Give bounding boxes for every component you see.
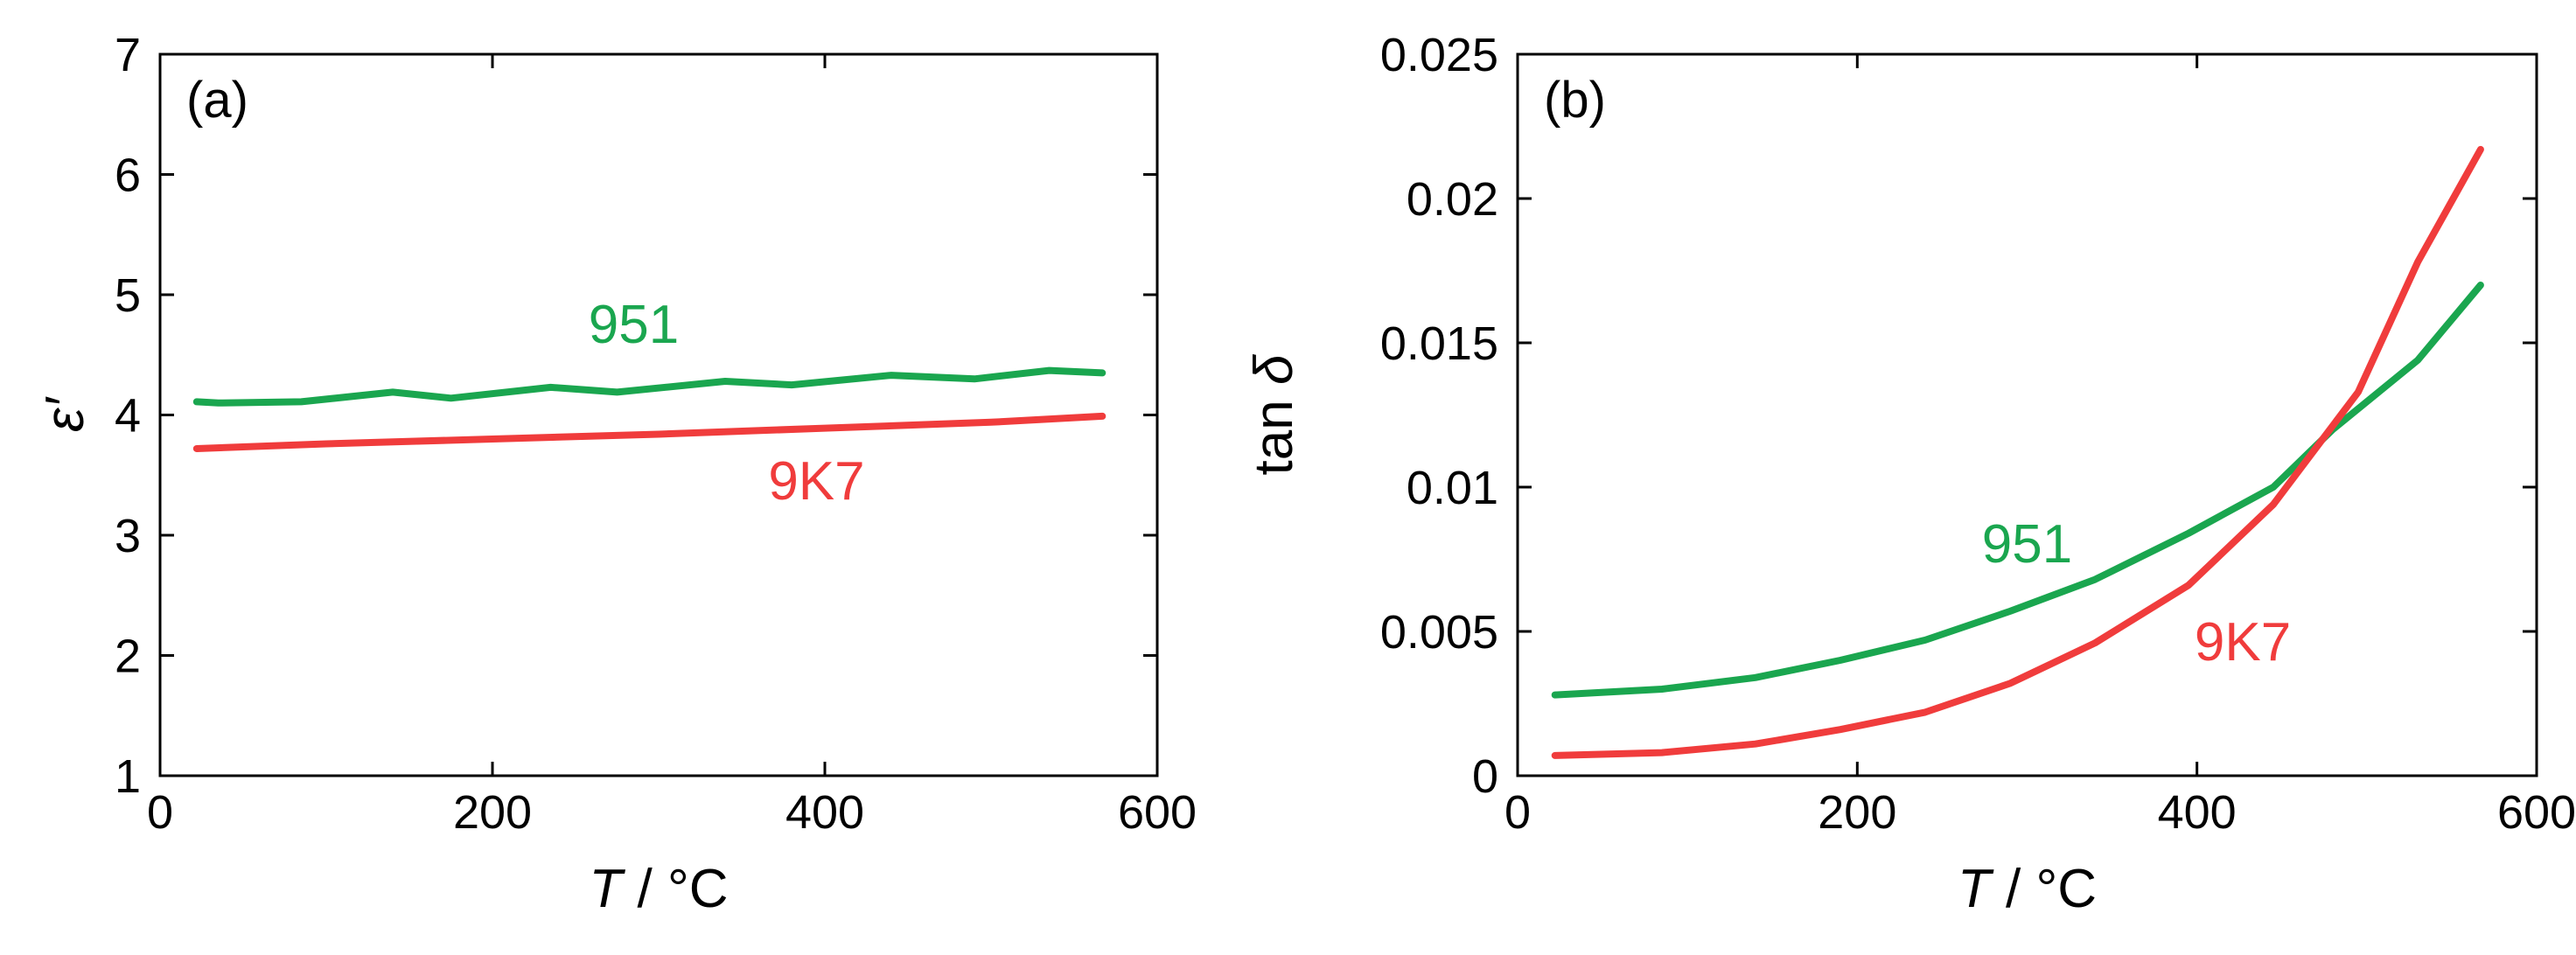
panel-a: 0 200 400 600 1 2 3 4 5 6 7 T / °C ε′ (a) 951 9K7 [35, 29, 1197, 919]
x-tick-label: 200 [453, 786, 532, 839]
y-tick-label: 4 [115, 390, 141, 443]
series-line-951 [1551, 282, 2484, 699]
x-axis-var: T [589, 859, 625, 919]
y-tick-label: 5 [115, 269, 141, 322]
x-axis-unit: / °C [1991, 859, 2097, 919]
x-tick-label: 600 [1118, 786, 1197, 839]
x-tick-label: 200 [1818, 786, 1896, 839]
x-tick-label: 600 [2497, 786, 2576, 839]
y-tick-label: 7 [115, 29, 141, 81]
y-tick-label: 0 [1472, 750, 1498, 803]
series-label-9k7: 9K7 [2195, 612, 2291, 673]
series-line-951 [192, 366, 1106, 407]
x-tick-label: 0 [147, 786, 173, 839]
plot-frame [1516, 52, 2538, 777]
y-tick-label: 0.025 [1380, 29, 1498, 81]
series-line-9k7 [192, 412, 1106, 452]
x-axis-label: T / °C [589, 859, 728, 919]
panel-label: (a) [186, 72, 248, 129]
series-label-951: 951 [1982, 514, 2072, 575]
y-tick-label: 0.02 [1407, 173, 1498, 226]
series-label-9k7: 9K7 [768, 451, 864, 512]
y-axis-label: ε′ [35, 396, 95, 432]
x-axis-unit: / °C [622, 859, 728, 919]
x-tick-label: 400 [2158, 786, 2237, 839]
x-axis-var: T [1958, 859, 1994, 919]
y-axis-prefix: tan [1244, 385, 1304, 475]
y-tick-label: 2 [115, 631, 141, 683]
y-tick-label: 0.01 [1407, 462, 1498, 514]
series-line-9k7 [1551, 145, 2484, 759]
x-tick-label: 0 [1504, 786, 1531, 839]
y-tick-label: 0.005 [1380, 606, 1498, 659]
y-axis-label: tan δ [1244, 354, 1304, 475]
y-axis-var: δ [1244, 354, 1304, 385]
panel-label: (b) [1544, 72, 1606, 129]
y-tick-label: 0.015 [1380, 317, 1498, 370]
y-tick-label: 6 [115, 150, 141, 202]
panel-b: 0 200 400 600 0 0.005 0.01 0.015 0.02 0.025 T / °C… [1244, 29, 2576, 919]
plot-frame [158, 52, 1159, 777]
x-tick-label: 400 [785, 786, 864, 839]
x-axis-label: T / °C [1958, 859, 2097, 919]
y-tick-label: 3 [115, 510, 141, 562]
series-label-951: 951 [589, 295, 679, 355]
y-tick-label: 1 [115, 750, 141, 803]
